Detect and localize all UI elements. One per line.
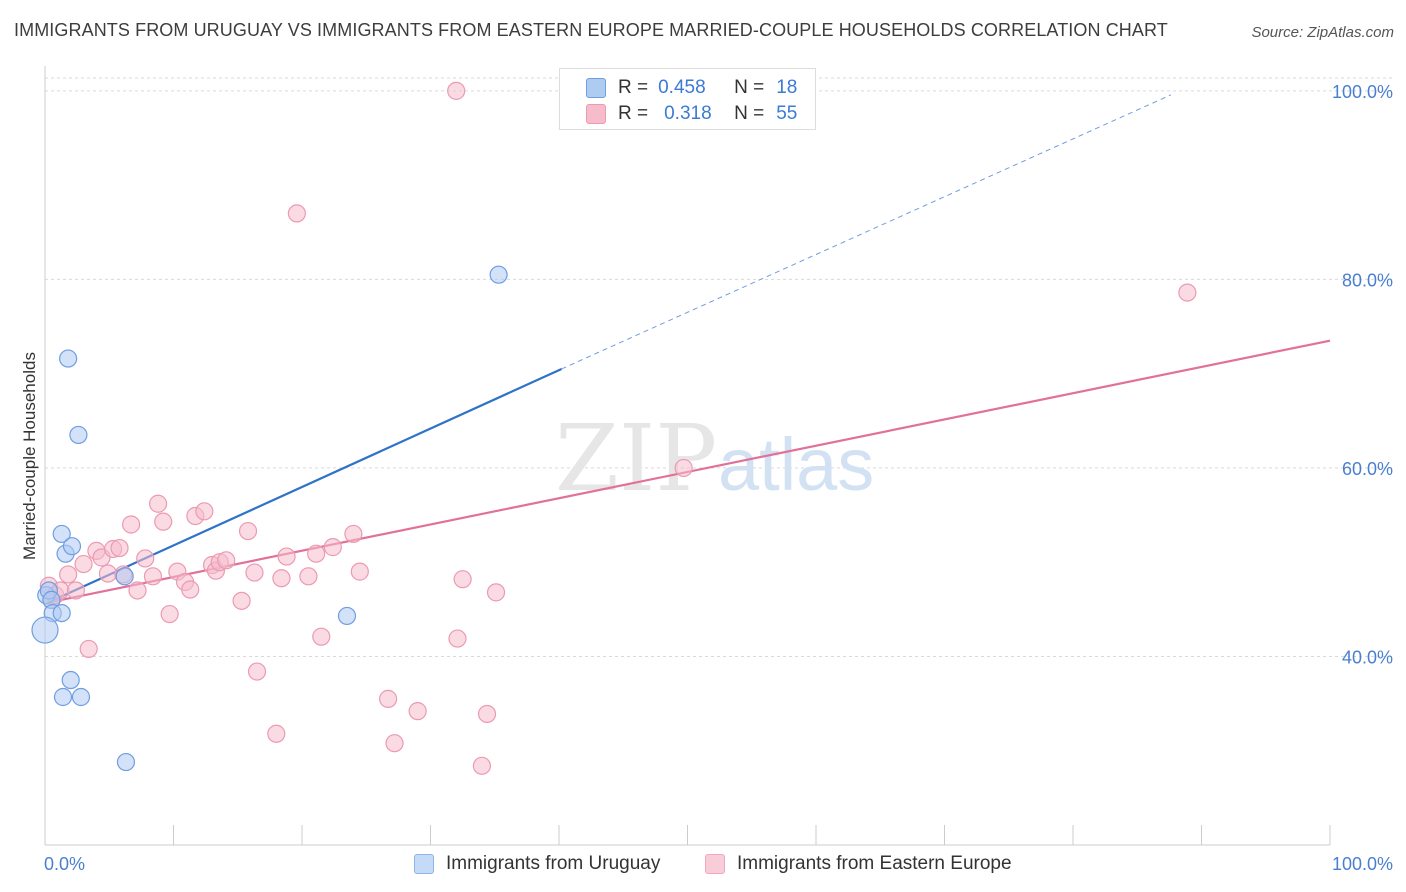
- eastern-europe-point: [350, 562, 369, 581]
- trend-lines: [47, 94, 1331, 604]
- eastern-europe-point: [66, 581, 85, 600]
- uruguay-point: [31, 616, 59, 644]
- eastern-europe-point: [447, 81, 466, 100]
- eastern-europe-point: [143, 567, 163, 586]
- eastern-europe-point: [59, 565, 78, 584]
- eastern-europe-point: [453, 570, 472, 589]
- legend-n-label: N =: [734, 103, 765, 124]
- watermark: ZIP atlas: [555, 405, 874, 512]
- eastern-europe-point: [344, 524, 363, 544]
- eastern-europe-point: [472, 756, 491, 775]
- eastern-europe-point: [307, 544, 326, 563]
- tick-labels: 40.0% 60.0% 80.0% 100.0% 0.0% 100.0%: [44, 82, 1393, 874]
- eastern-europe-point: [477, 704, 497, 724]
- source-label: Source: ZipAtlas.com: [1251, 24, 1394, 41]
- uruguay-point: [52, 603, 71, 623]
- eastern-europe-point: [674, 458, 693, 478]
- eastern-europe-point: [378, 689, 398, 708]
- legend-item-eastern-europe[interactable]: Immigrants from Eastern Europe: [705, 853, 1012, 875]
- legend-label-eastern-europe: Immigrants from Eastern Europe: [737, 853, 1012, 874]
- eastern-europe-point: [385, 734, 404, 753]
- eastern-europe-point: [98, 564, 118, 583]
- eastern-europe-point: [195, 502, 214, 521]
- legend-row-uruguay: R = 0.458 N = 18: [586, 77, 797, 99]
- data-points: [31, 81, 1197, 775]
- uruguay-point: [489, 265, 508, 284]
- eastern-europe-point: [232, 591, 251, 610]
- eastern-europe-point: [247, 662, 267, 681]
- uruguay-point: [115, 567, 134, 586]
- legend-swatch-blue: [586, 78, 606, 98]
- legend-r-label: R =: [618, 77, 649, 98]
- axes: [44, 66, 1331, 846]
- eastern-europe-point: [312, 627, 331, 646]
- legend-swatch-pink: [586, 104, 606, 124]
- eastern-europe-point: [181, 580, 200, 599]
- eastern-europe-point: [287, 204, 306, 223]
- legend-r-value: 0.318: [664, 103, 712, 124]
- eastern-europe-point: [267, 724, 286, 743]
- x-tick-label-min: 0.0%: [44, 854, 85, 874]
- eastern-europe-point: [272, 569, 291, 588]
- eastern-europe-point: [121, 515, 141, 534]
- x-tick-label-max: 100.0%: [1332, 854, 1393, 874]
- chart-title: IMMIGRANTS FROM URUGUAY VS IMMIGRANTS FR…: [14, 20, 1168, 40]
- legend-n-value: 55: [776, 103, 798, 124]
- uruguay-point: [61, 670, 80, 690]
- eastern-europe-point: [136, 549, 155, 568]
- legend-n-label: N =: [734, 77, 765, 98]
- y-tick-label: 40.0%: [1342, 647, 1393, 667]
- eastern-europe-point: [160, 604, 179, 624]
- eastern-europe-point: [486, 583, 506, 602]
- eastern-europe-point: [1178, 283, 1197, 302]
- eastern-europe-point: [154, 512, 173, 531]
- legend-n-value: 18: [776, 77, 798, 98]
- uruguay-trend-line: [47, 367, 563, 604]
- eastern-europe-point: [79, 639, 98, 659]
- uruguay-point: [116, 752, 136, 772]
- y-tick-label: 80.0%: [1342, 270, 1393, 290]
- legend-label-uruguay: Immigrants from Uruguay: [446, 853, 661, 874]
- legend-item-uruguay[interactable]: Immigrants from Uruguay: [414, 853, 660, 875]
- eastern-europe-point: [245, 563, 264, 582]
- uruguay-point: [53, 687, 73, 707]
- y-tick-label: 60.0%: [1342, 459, 1393, 479]
- eastern-europe-point: [74, 554, 93, 574]
- uruguay-point: [337, 606, 357, 626]
- uruguay-point: [62, 537, 82, 556]
- eastern-europe-point: [277, 547, 296, 566]
- eastern-europe-point: [299, 567, 318, 586]
- uruguay-point: [71, 687, 91, 707]
- legend-swatch-blue: [414, 854, 434, 874]
- uruguay-point: [59, 349, 78, 368]
- correlation-legend: R = 0.458 N = 18 R = 0.318 N = 55: [559, 68, 816, 130]
- y-tick-label: 100.0%: [1332, 82, 1393, 102]
- uruguay-point: [52, 524, 71, 544]
- uruguay-point: [69, 425, 88, 445]
- eastern-europe-point: [238, 521, 258, 541]
- uruguay-trend-extension: [561, 94, 1172, 370]
- legend-r-label: R =: [618, 103, 649, 124]
- legend-row-eastern-europe: R = 0.318 N = 55: [586, 103, 797, 125]
- eastern-europe-point: [217, 551, 236, 570]
- series-legend: Immigrants from Uruguay Immigrants from …: [0, 853, 1406, 877]
- eastern-europe-point: [128, 581, 147, 600]
- legend-r-value: 0.458: [658, 77, 706, 98]
- eastern-europe-point: [148, 494, 168, 513]
- eastern-europe-point: [408, 702, 427, 721]
- eastern-europe-point: [110, 538, 129, 558]
- legend-swatch-pink: [705, 854, 725, 874]
- watermark-atlas: atlas: [718, 423, 874, 506]
- eastern-europe-point: [448, 629, 467, 648]
- watermark-zip: ZIP: [555, 405, 717, 512]
- eastern-europe-point: [323, 538, 342, 557]
